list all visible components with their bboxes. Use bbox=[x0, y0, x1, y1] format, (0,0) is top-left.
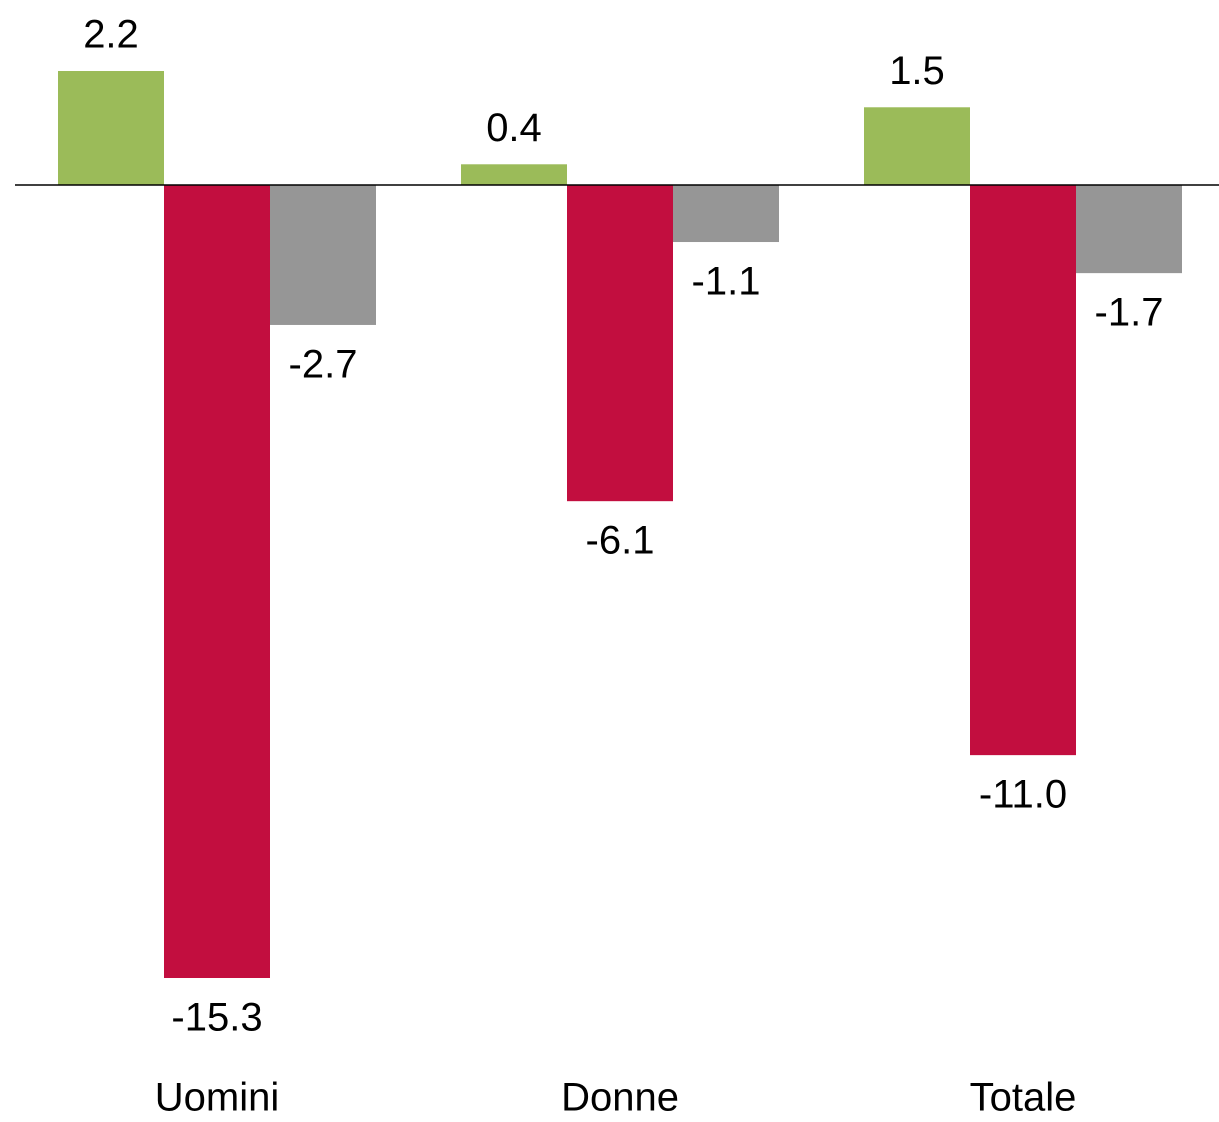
value-label: 0.4 bbox=[486, 106, 542, 150]
bar bbox=[1076, 185, 1182, 274]
x-tick-label: Donne bbox=[561, 1076, 679, 1120]
bar bbox=[461, 164, 567, 186]
bar bbox=[58, 71, 164, 186]
value-label: 1.5 bbox=[889, 49, 945, 93]
bar bbox=[567, 185, 673, 502]
bar bbox=[270, 185, 376, 325]
value-label: -2.7 bbox=[289, 343, 358, 387]
x-tick-label: Uomini bbox=[155, 1076, 279, 1120]
bar bbox=[673, 185, 779, 243]
bar bbox=[864, 107, 970, 186]
x-tick-label: Totale bbox=[970, 1076, 1077, 1120]
bar bbox=[970, 185, 1076, 756]
value-label: -6.1 bbox=[586, 519, 655, 563]
value-label: -11.0 bbox=[979, 773, 1067, 817]
value-label: -1.7 bbox=[1095, 291, 1164, 335]
value-label: -15.3 bbox=[171, 996, 262, 1040]
bar bbox=[164, 185, 270, 979]
value-label: 2.2 bbox=[83, 13, 139, 57]
value-label: -1.1 bbox=[692, 260, 761, 304]
